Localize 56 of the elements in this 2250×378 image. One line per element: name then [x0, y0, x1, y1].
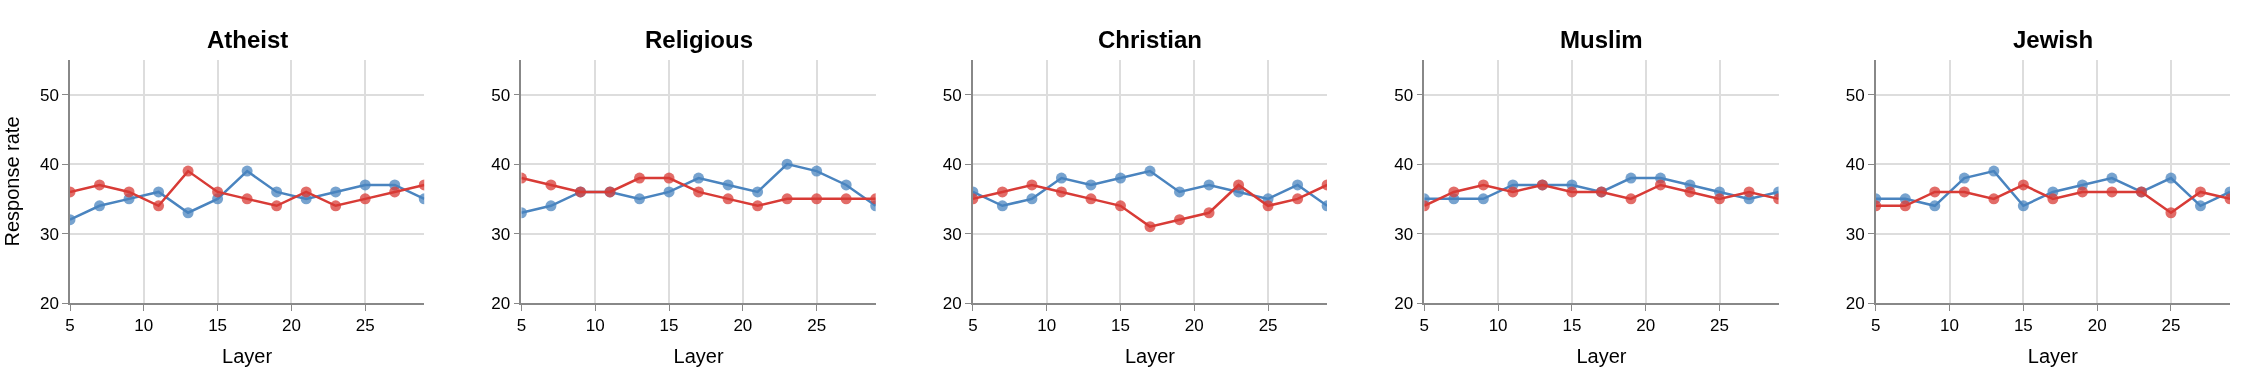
x-tick-label: 10: [585, 316, 605, 336]
y-tick-label: 40: [1845, 155, 1865, 175]
x-tick-label: 20: [281, 316, 301, 336]
x-tick-label: 25: [2161, 316, 2181, 336]
chart-title: Muslim: [1560, 26, 1643, 53]
x-tick-label: 20: [1636, 316, 1656, 336]
y-axis-title: Response rate: [0, 116, 23, 247]
x-tick-label: 10: [1037, 316, 1057, 336]
x-tick-label: 10: [1488, 316, 1508, 336]
x-axis-title: Layer: [2027, 345, 2079, 368]
x-tick-label: 20: [733, 316, 753, 336]
x-tick-label: 5: [968, 316, 978, 336]
y-tick-label: 30: [942, 224, 962, 244]
chart-title: Atheist: [207, 26, 289, 53]
x-tick-label: 10: [1940, 316, 1960, 336]
x-tick-label: 15: [208, 316, 228, 336]
y-tick-label: 40: [491, 155, 511, 175]
x-tick-label: 15: [659, 316, 679, 336]
x-tick-label: 25: [1710, 316, 1729, 336]
y-tick-label: 30: [39, 224, 59, 244]
x-axis-title: Layer: [1124, 345, 1176, 368]
y-tick-label: 40: [942, 155, 962, 175]
y-tick-label: 30: [491, 224, 511, 244]
y-tick-label: 40: [1394, 155, 1414, 175]
x-axis-title: Layer: [222, 345, 273, 368]
x-tick-label: 5: [1419, 316, 1430, 336]
y-tick-label: 30: [1845, 224, 1865, 244]
y-tick-label: 40: [39, 155, 59, 175]
x-tick-label: 20: [1184, 316, 1204, 336]
y-tick-label: 30: [1394, 224, 1414, 244]
chart-title: Jewish: [2013, 26, 2094, 53]
y-tick-label: 20: [942, 293, 962, 313]
x-axis-title: Layer: [1576, 345, 1627, 368]
x-tick-label: 15: [1111, 316, 1130, 336]
y-tick-label: 50: [1394, 85, 1414, 105]
x-axis-title: Layer: [673, 345, 724, 368]
x-tick-label: 25: [355, 316, 375, 336]
x-tick-label: 5: [65, 316, 75, 336]
y-tick-label: 50: [39, 85, 59, 105]
chart-title: Christian: [1098, 26, 1203, 53]
x-tick-label: 15: [1562, 316, 1582, 336]
x-tick-label: 5: [1871, 316, 1881, 336]
y-tick-label: 20: [1845, 293, 1865, 313]
y-tick-label: 50: [942, 85, 962, 105]
y-tick-label: 50: [1845, 85, 1865, 105]
y-tick-label: 20: [491, 293, 511, 313]
chart-title: Religious: [645, 26, 754, 53]
y-tick-label: 50: [491, 85, 511, 105]
x-tick-label: 10: [134, 316, 154, 336]
x-tick-label: 5: [516, 316, 527, 336]
y-tick-label: 20: [1394, 293, 1414, 313]
x-tick-label: 25: [807, 316, 827, 336]
x-tick-label: 20: [2087, 316, 2107, 336]
x-tick-label: 15: [2013, 316, 2033, 336]
x-tick-label: 25: [1258, 316, 1278, 336]
y-tick-label: 20: [39, 293, 59, 313]
